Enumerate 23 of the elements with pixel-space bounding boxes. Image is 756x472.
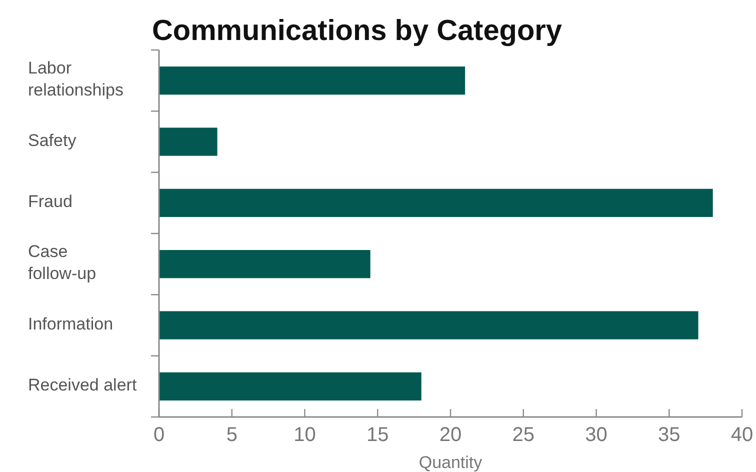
x-tick-label: 25 [512, 424, 534, 446]
y-tick-label: Information [28, 314, 114, 334]
bar [159, 128, 218, 156]
y-tick-label: Labor relationships [28, 59, 124, 100]
y-tick-label: Fraud [28, 192, 72, 212]
x-tick-label: 15 [366, 424, 389, 446]
y-tick-label: Received alert [28, 376, 137, 395]
x-tick-label: 10 [294, 424, 316, 446]
x-tick-label: 20 [439, 424, 462, 446]
bar [159, 188, 713, 217]
x-tick-label: 40 [730, 424, 754, 446]
bar [159, 66, 466, 95]
bar [159, 311, 698, 340]
x-axis-title: Quantity [418, 453, 483, 472]
y-tick-label: Case follow-up [28, 242, 96, 284]
x-tick-label: 5 [226, 424, 238, 446]
x-tick-label: 35 [658, 424, 680, 446]
bar [159, 250, 370, 278]
bar [159, 372, 422, 400]
y-tick-label: Safety [28, 131, 77, 150]
x-tick-label: 30 [585, 424, 608, 446]
chart-title: Communications by Category [152, 15, 563, 47]
x-tick-label: 0 [153, 424, 165, 446]
